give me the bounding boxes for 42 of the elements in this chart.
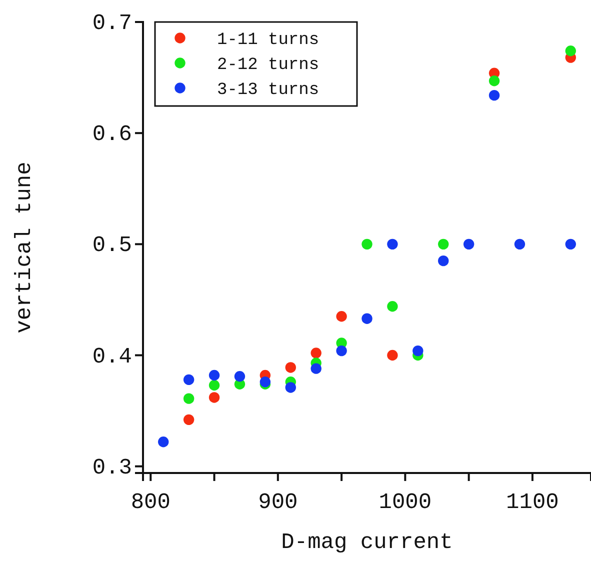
point xyxy=(310,363,322,374)
x-tick-label: 800 xyxy=(130,490,170,516)
point xyxy=(438,255,449,266)
point xyxy=(387,350,398,361)
point xyxy=(336,345,347,356)
point xyxy=(310,348,322,358)
x-tick-label: 1000 xyxy=(378,490,432,516)
point xyxy=(362,238,372,250)
point xyxy=(488,76,500,86)
x-tick-label: 900 xyxy=(258,490,298,516)
point xyxy=(362,313,372,324)
point xyxy=(438,238,449,250)
point xyxy=(285,362,296,373)
legend-label: 3-13 turns xyxy=(217,80,320,100)
point xyxy=(565,46,576,56)
y-tick-label: 0.5 xyxy=(92,233,132,258)
x-tick-label: 1100 xyxy=(506,490,559,516)
y-tick-label: 0.6 xyxy=(92,122,132,148)
point xyxy=(565,238,576,250)
point xyxy=(387,238,398,250)
point xyxy=(412,345,424,356)
point xyxy=(208,392,220,403)
y-tick-label: 0.3 xyxy=(92,455,132,480)
point xyxy=(158,436,169,448)
point xyxy=(208,380,220,391)
legend-label: 1-11 turns xyxy=(217,30,320,50)
x-axis-title: D-mag current xyxy=(281,530,453,555)
legend-label: 2-12 turns xyxy=(217,56,320,75)
point xyxy=(234,371,246,382)
point xyxy=(183,374,194,386)
y-axis-title: vertical tune xyxy=(12,162,37,334)
point xyxy=(208,370,220,381)
point xyxy=(488,90,500,101)
y-tick-label: 0.7 xyxy=(92,11,132,36)
point xyxy=(463,238,474,250)
point xyxy=(183,393,194,404)
point xyxy=(336,311,347,322)
point xyxy=(285,382,296,393)
point xyxy=(183,414,194,426)
point xyxy=(387,301,398,312)
point xyxy=(514,238,526,250)
y-tick-label: 0.4 xyxy=(92,344,132,370)
